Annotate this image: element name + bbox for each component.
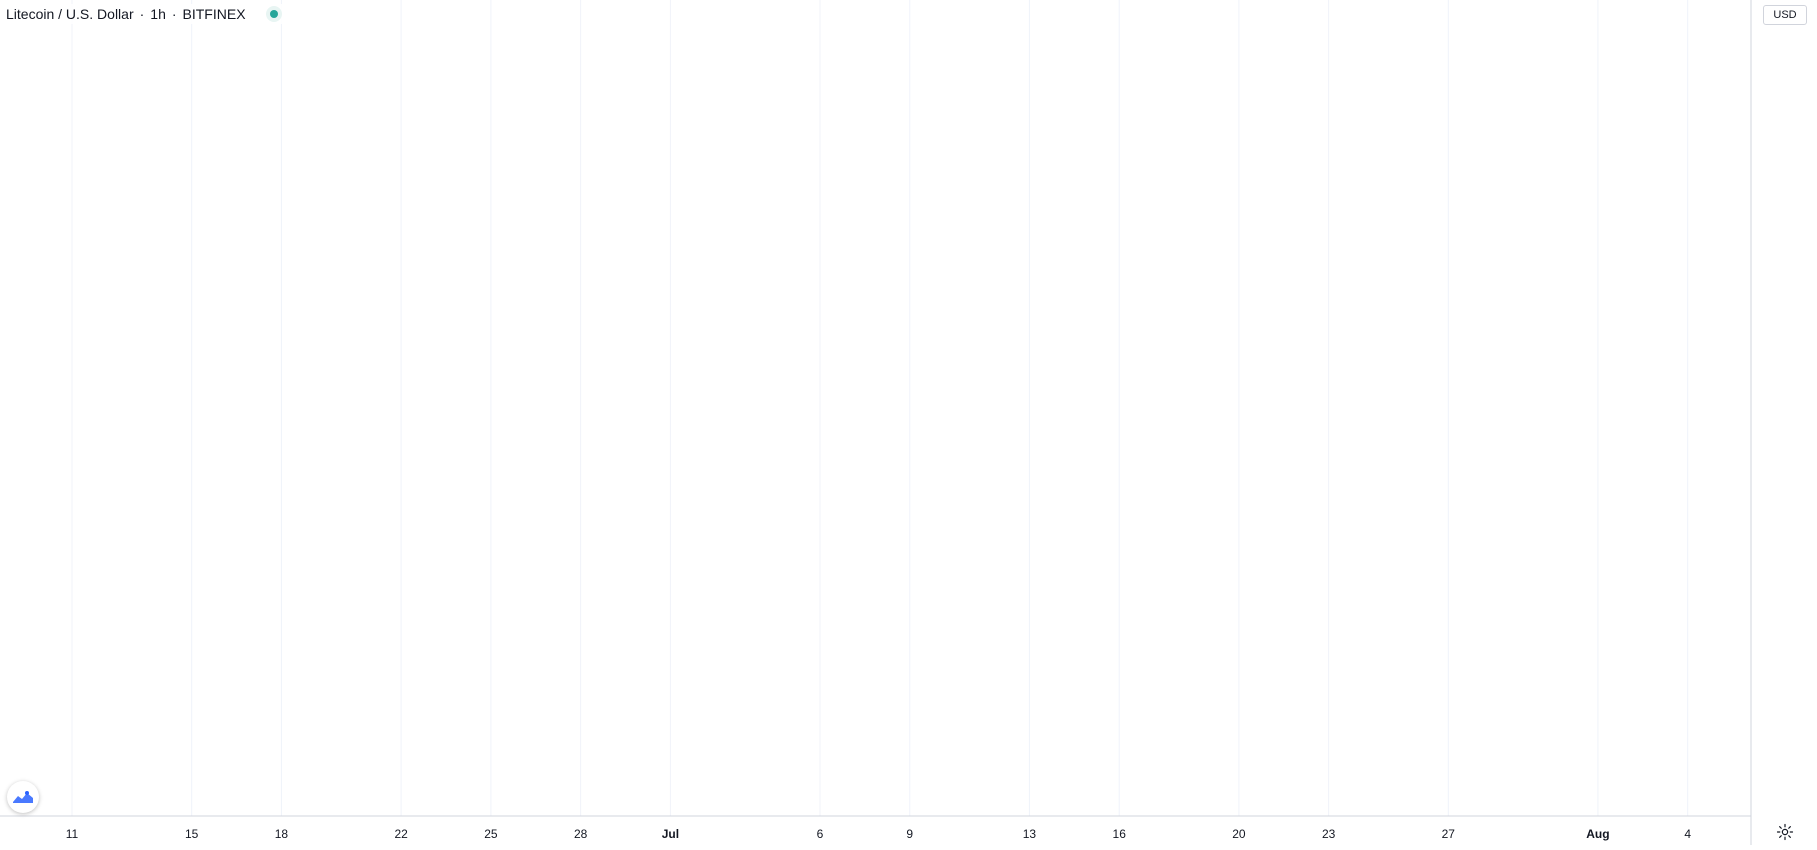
market-status-icon [269,10,278,18]
x-tick-label: 25 [484,827,498,841]
separator: · [139,6,145,22]
x-tick-label: 13 [1023,827,1037,841]
chart-grid [71,0,1689,816]
tradingview-logo-icon[interactable] [7,781,39,813]
x-tick-label: 16 [1113,827,1127,841]
x-tick-label: 15 [185,827,199,841]
x-tick-label: 6 [817,827,824,841]
chart-legend: Litecoin / U.S. Dollar · 1h · BITFINEX [6,4,286,24]
interval-label[interactable]: 1h [150,6,166,22]
x-tick-label: 9 [906,827,913,841]
x-tick-label: 22 [394,827,408,841]
gear-icon[interactable] [1775,822,1795,842]
x-tick-label: 20 [1232,827,1246,841]
x-tick-label: 23 [1322,827,1336,841]
separator: · [171,6,177,22]
x-tick-label: 27 [1442,827,1456,841]
x-tick-label: 28 [574,827,588,841]
x-tick-label: Aug [1586,827,1609,841]
exchange-label: BITFINEX [182,6,246,22]
x-tick-label: Jul [662,827,679,841]
x-tick-label: 18 [275,827,289,841]
x-tick-label: 11 [66,827,79,841]
x-tick-label: 4 [1684,827,1691,841]
symbol-name[interactable]: Litecoin / U.S. Dollar [6,6,134,22]
currency-button[interactable]: USD [1763,5,1807,25]
